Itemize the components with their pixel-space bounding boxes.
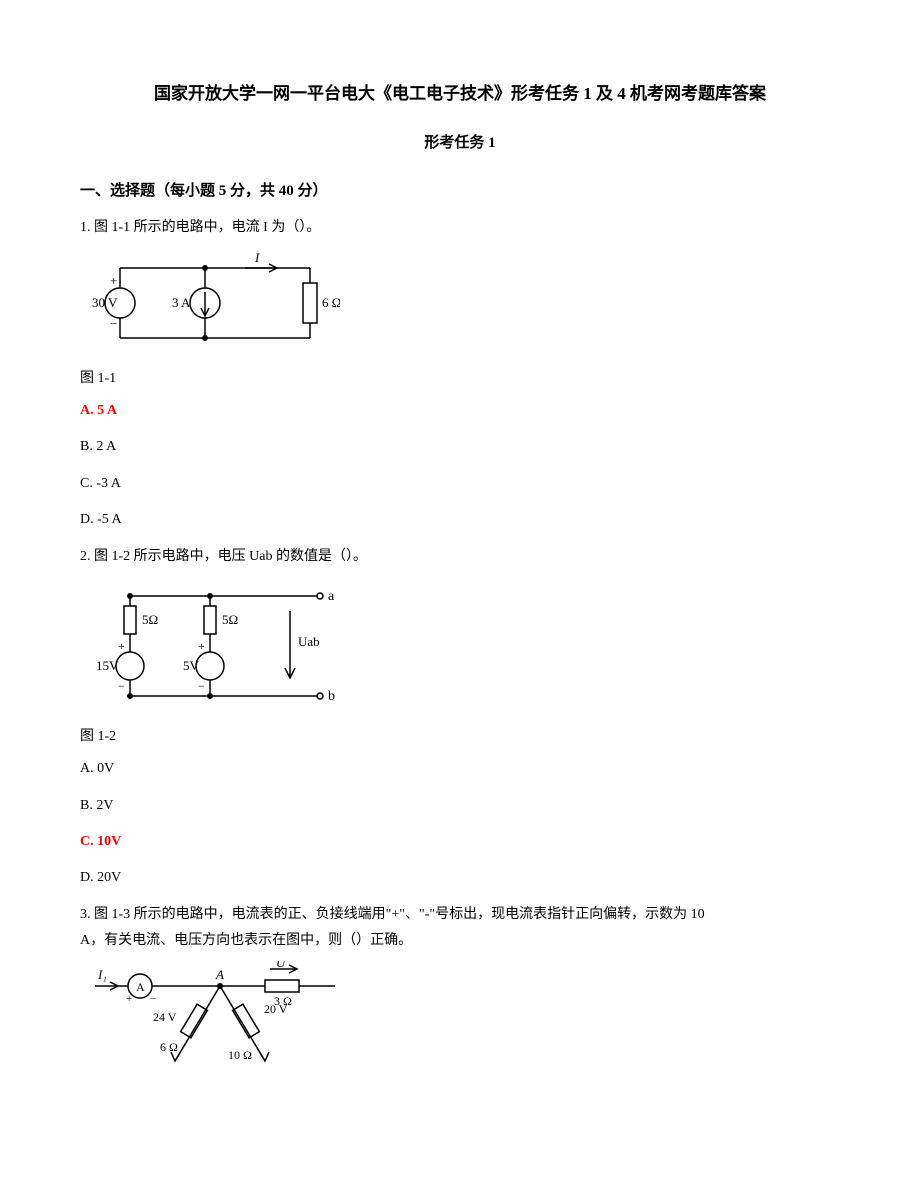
q1-option-c: C. -3 A: [80, 473, 840, 495]
q1-option-d: D. -5 A: [80, 509, 840, 531]
circuit3-am-plus: +: [126, 993, 132, 1005]
circuit1-r: 6 Ω: [322, 295, 340, 310]
circuit2-v2: 5V: [183, 658, 200, 673]
question-3-text-line2: A，有关电流、电压方向也表示在图中，则（）正确。: [80, 930, 840, 952]
circuit-1-1: 30 V + − 3 A 6 Ω I: [80, 248, 340, 358]
question-1-text: 1. 图 1-1 所示的电路中，电流 I 为（）。: [80, 217, 840, 239]
circuit1-plus: +: [110, 273, 117, 288]
circuit-1-2: 5Ω 5Ω 15V 5V + − + − Uab a b: [80, 576, 360, 716]
circuit1-ilabel: I: [254, 250, 260, 265]
circuit2-node-b: b: [328, 689, 335, 704]
section-heading: 一、选择题（每小题 5 分，共 40 分）: [80, 179, 840, 203]
circuit3-am-minus: −: [150, 993, 156, 1005]
circuit3-i1: I₁: [97, 967, 107, 982]
circuit2-plus1: +: [118, 639, 125, 653]
circuit2-plus2: +: [198, 639, 205, 653]
circuit3-nodeA: A: [215, 967, 224, 982]
circuit2-node-a: a: [328, 589, 335, 604]
circuit2-v1: 15V: [96, 658, 119, 673]
circuit3-vleft: 24 V: [153, 1010, 177, 1024]
circuit3-rleft: 6 Ω: [160, 1040, 178, 1054]
q1-option-a: A. 5 A: [80, 400, 840, 422]
circuit2-minus2: −: [198, 679, 205, 693]
page-subtitle: 形考任务 1: [80, 131, 840, 155]
q2-option-d: D. 20V: [80, 867, 840, 889]
circuit1-vsrc: 30 V: [92, 295, 118, 310]
circuit3-vright: 20 V: [264, 1002, 288, 1016]
circuit2-minus1: −: [118, 679, 125, 693]
q2-option-c: C. 10V: [80, 831, 840, 853]
document-page: 国家开放大学一网一平台电大《电工电子技术》形考任务 1 及 4 机考网考题库答案…: [0, 0, 920, 1191]
figure-1-2-label: 图 1-2: [80, 726, 840, 748]
question-3-text-line1: 3. 图 1-3 所示的电路中，电流表的正、负接线端用"+"、"-"号标出，现电…: [80, 904, 840, 926]
page-title: 国家开放大学一网一平台电大《电工电子技术》形考任务 1 及 4 机考网考题库答案: [80, 80, 840, 107]
circuit-1-3: I₁ A + − A U 3 Ω 24 V 20 V 6 Ω 10 Ω: [80, 961, 360, 1081]
circuit3-rright: 10 Ω: [228, 1048, 252, 1062]
q1-option-b: B. 2 A: [80, 436, 840, 458]
question-2-text: 2. 图 1-2 所示电路中，电压 Uab 的数值是（）。: [80, 546, 840, 568]
circuit3-u: U: [276, 961, 287, 970]
q2-option-b: B. 2V: [80, 795, 840, 817]
circuit1-isrc: 3 A: [172, 295, 191, 310]
circuit3-ammeter: A: [136, 980, 145, 994]
circuit2-uab: Uab: [298, 634, 320, 649]
circuit2-r1: 5Ω: [142, 612, 158, 627]
circuit1-minus: −: [110, 316, 117, 331]
circuit2-r2: 5Ω: [222, 612, 238, 627]
figure-1-1-label: 图 1-1: [80, 368, 840, 390]
q2-option-a: A. 0V: [80, 758, 840, 780]
